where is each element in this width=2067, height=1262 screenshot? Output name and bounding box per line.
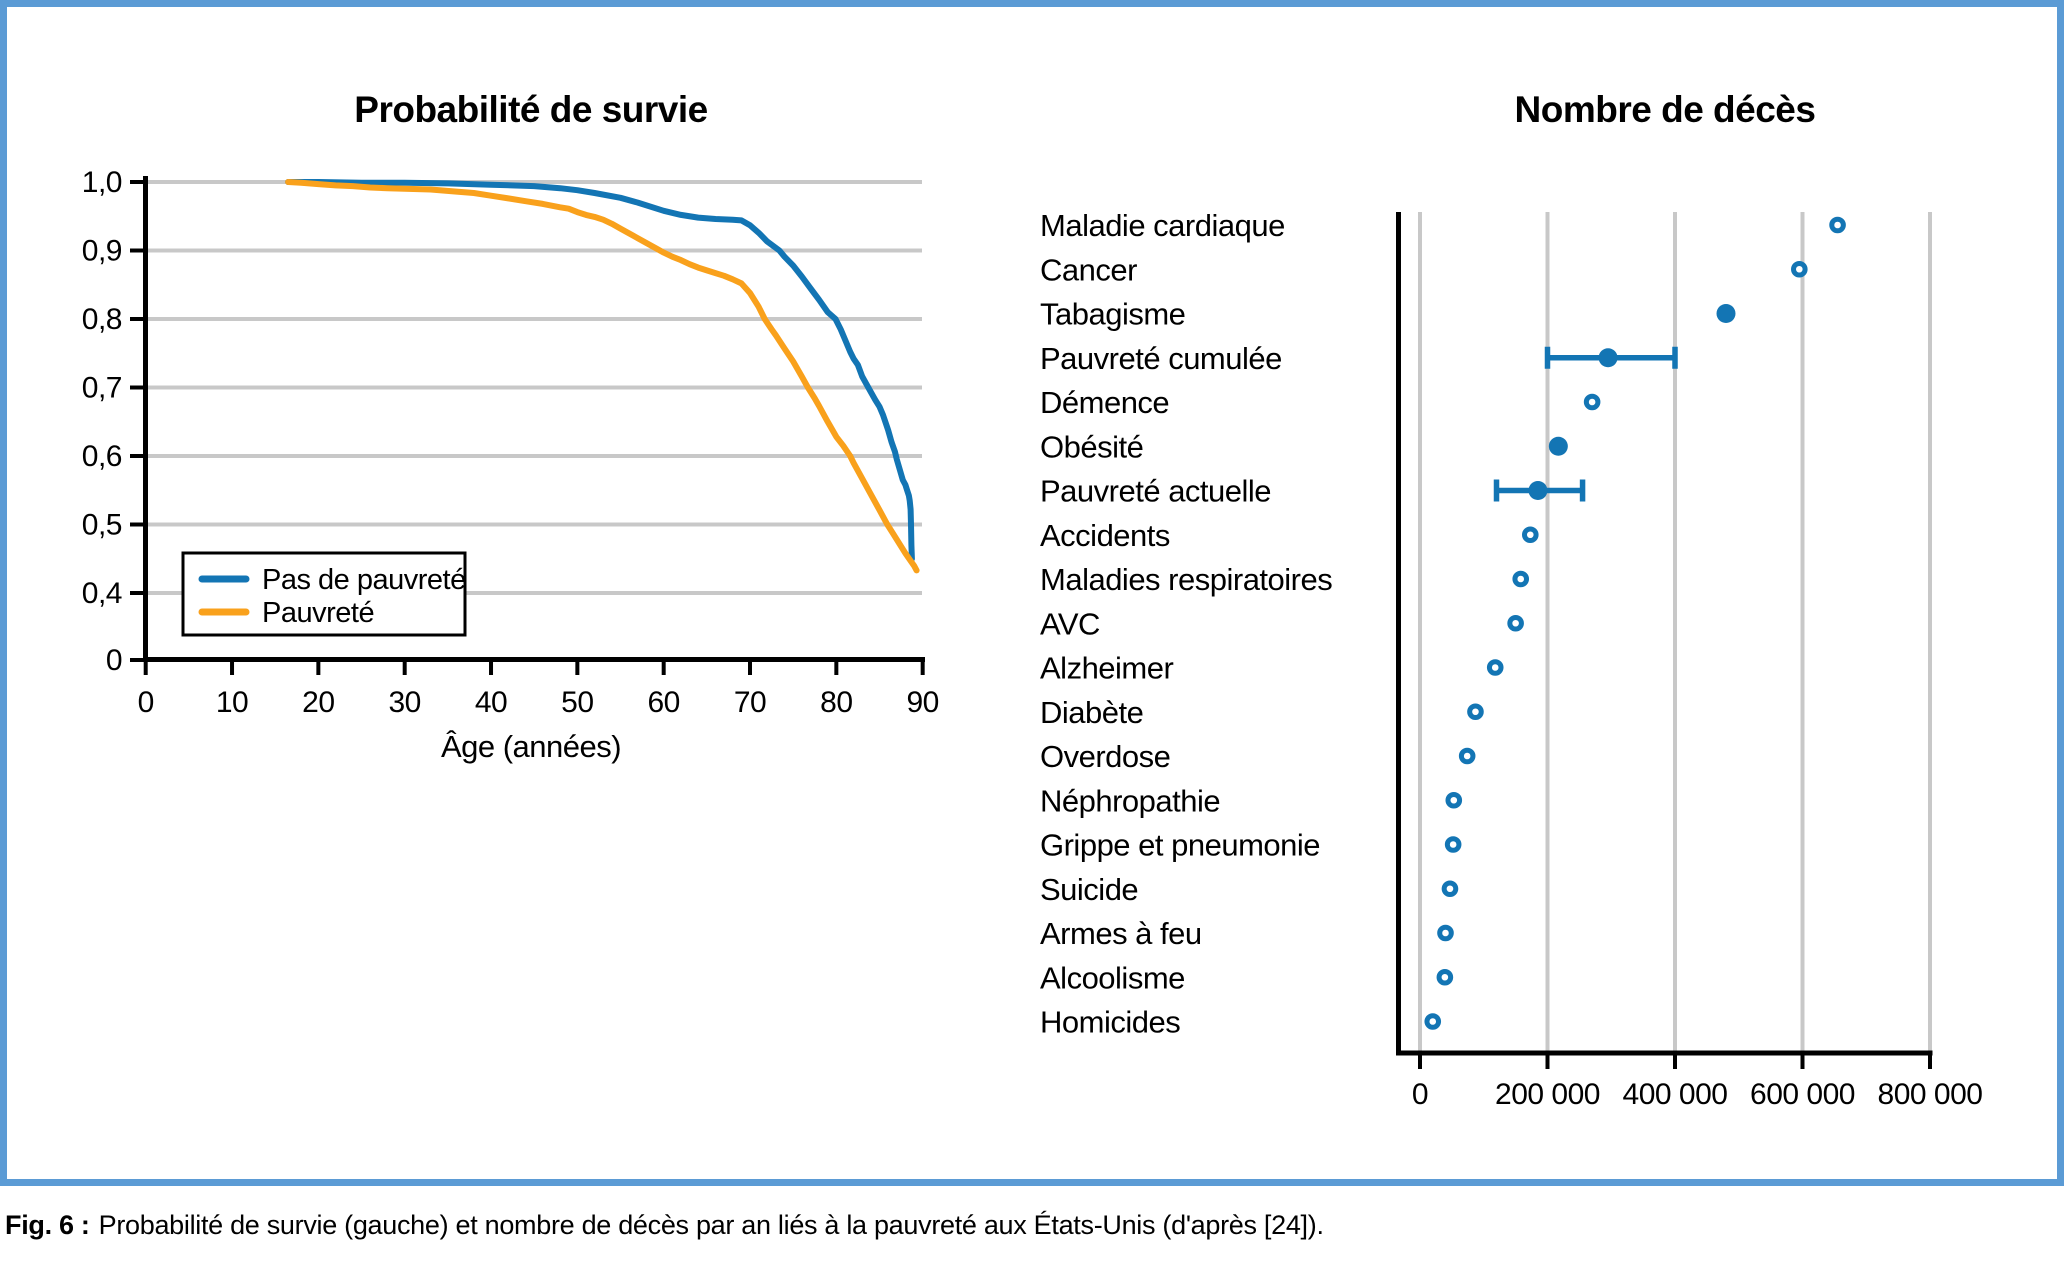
category-label: Accidents bbox=[1040, 518, 1170, 553]
survival-x-tick-label: 30 bbox=[389, 686, 421, 719]
deaths-x-tick-label: 200 000 bbox=[1495, 1078, 1600, 1111]
caption-label: Fig. 6 : bbox=[5, 1210, 90, 1240]
legend-label-1: Pauvreté bbox=[262, 597, 374, 629]
category-label: Tabagisme bbox=[1040, 297, 1185, 332]
survival-x-tick-label: 20 bbox=[302, 686, 334, 719]
death-marker-filled bbox=[1528, 481, 1548, 500]
death-marker-open bbox=[1512, 570, 1530, 588]
survival-x-tick-label: 90 bbox=[906, 686, 938, 719]
survival-x-tick-label: 80 bbox=[820, 686, 852, 719]
survival-x-tick-label: 70 bbox=[734, 686, 766, 719]
survival-y-tick-label: 0,5 bbox=[82, 509, 122, 542]
survival-y-tick-label: 0,7 bbox=[82, 372, 122, 405]
deaths-chart-title: Nombre de décès bbox=[1515, 89, 1816, 130]
category-label: Homicides bbox=[1040, 1005, 1180, 1040]
category-label: Néphropathie bbox=[1040, 783, 1220, 818]
survival-curve-1 bbox=[285, 179, 920, 574]
death-marker-open bbox=[1486, 659, 1504, 676]
survival-y-tick-label: 1,0 bbox=[82, 166, 122, 199]
category-label: Démence bbox=[1040, 385, 1169, 420]
caption-text: Probabilité de survie (gauche) et nombre… bbox=[98, 1210, 1324, 1240]
age-axis-label: Âge (années) bbox=[441, 729, 621, 764]
death-marker-open bbox=[1445, 791, 1463, 809]
deaths-x-tick-label: 0 bbox=[1412, 1078, 1428, 1111]
deaths-x-tick-label: 600 000 bbox=[1750, 1078, 1855, 1111]
survival-x-tick-label: 40 bbox=[475, 686, 507, 719]
deaths-x-tick-label: 800 000 bbox=[1878, 1078, 1983, 1111]
death-marker-open bbox=[1583, 393, 1601, 411]
category-label: Pauvreté cumulée bbox=[1040, 341, 1282, 376]
death-marker-filled bbox=[1716, 304, 1736, 323]
death-marker-open bbox=[1444, 836, 1462, 853]
deaths-x-tick-label: 400 000 bbox=[1623, 1078, 1728, 1111]
category-label: Alzheimer bbox=[1040, 651, 1173, 686]
death-marker-open bbox=[1441, 880, 1459, 898]
death-marker-open bbox=[1437, 924, 1454, 942]
survival-curve-0 bbox=[285, 179, 915, 562]
category-label: AVC bbox=[1040, 606, 1100, 641]
death-marker-open bbox=[1521, 526, 1539, 544]
survival-chart-title: Probabilité de survie bbox=[354, 89, 707, 130]
death-marker-open bbox=[1458, 747, 1476, 765]
category-label: Diabète bbox=[1040, 695, 1143, 730]
category-label: Cancer bbox=[1040, 252, 1137, 287]
death-marker-open bbox=[1424, 1013, 1442, 1030]
category-label: Maladie cardiaque bbox=[1040, 208, 1285, 243]
category-label: Alcoolisme bbox=[1040, 960, 1185, 995]
survival-x-tick-label: 10 bbox=[216, 686, 248, 719]
category-label: Obésité bbox=[1040, 429, 1143, 464]
survival-x-tick-label: 50 bbox=[561, 686, 593, 719]
category-label: Suicide bbox=[1040, 872, 1138, 907]
death-marker-open bbox=[1507, 614, 1524, 632]
survival-x-tick-label: 60 bbox=[647, 686, 679, 719]
death-marker-open bbox=[1829, 216, 1846, 234]
death-marker-open bbox=[1467, 703, 1484, 721]
category-label: Grippe et pneumonie bbox=[1040, 828, 1320, 863]
death-marker-open bbox=[1791, 260, 1808, 278]
legend-label-0: Pas de pauvreté bbox=[262, 564, 466, 596]
death-marker-filled bbox=[1548, 436, 1568, 456]
survival-y-tick-label: 0,9 bbox=[82, 235, 122, 268]
category-label: Maladies respiratoires bbox=[1040, 562, 1332, 597]
survival-y-tick-label: 0 bbox=[106, 644, 122, 677]
category-label: Armes à feu bbox=[1040, 916, 1202, 951]
survival-x-tick-label: 0 bbox=[138, 686, 154, 719]
survival-y-tick-label: 0,8 bbox=[82, 303, 122, 336]
legend-box bbox=[181, 551, 467, 637]
survival-y-tick-label: 0,4 bbox=[82, 577, 122, 610]
death-marker-open bbox=[1436, 968, 1454, 986]
survival-y-tick-label: 0,6 bbox=[82, 440, 122, 473]
category-label: Overdose bbox=[1040, 739, 1170, 774]
figure-caption: Fig. 6 : Probabilité de survie (gauche) e… bbox=[5, 1210, 1324, 1241]
category-label: Pauvreté actuelle bbox=[1040, 474, 1271, 509]
death-marker-filled bbox=[1598, 348, 1618, 368]
